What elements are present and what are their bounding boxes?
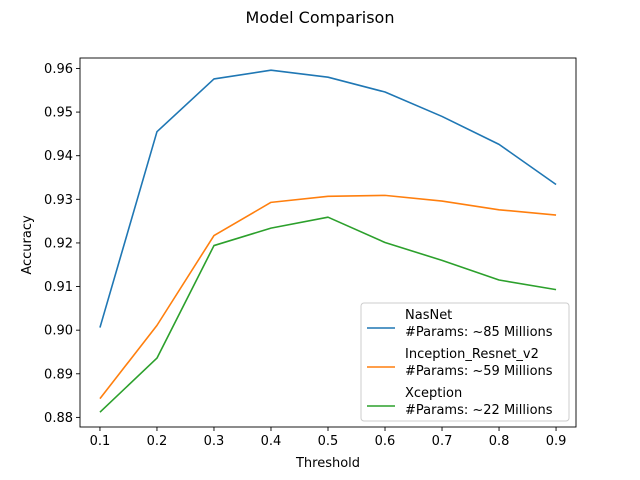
legend-sublabel-0: #Params: ~85 Millions bbox=[405, 325, 553, 340]
legend-label-0: NasNet bbox=[405, 308, 452, 323]
y-tick-label: 0.93 bbox=[44, 193, 73, 208]
x-tick-label: 0.7 bbox=[432, 434, 453, 449]
y-tick-label: 0.94 bbox=[44, 149, 73, 164]
x-tick-label: 0.8 bbox=[489, 434, 510, 449]
series-line-1 bbox=[99, 194, 557, 400]
legend-label-1: Inception_Resnet_v2 bbox=[405, 347, 539, 362]
legend-sublabel-1: #Params: ~59 Millions bbox=[405, 364, 553, 379]
y-tick-label: 0.89 bbox=[44, 367, 73, 382]
x-axis-label: Threshold bbox=[295, 456, 360, 471]
y-tick-label: 0.91 bbox=[44, 280, 73, 295]
y-tick-label: 0.95 bbox=[44, 106, 73, 121]
chart-title: Model Comparison bbox=[246, 8, 395, 27]
plot-area: 0.1 0.2 0.3 0.4 0.5 0.6 0.7 0.8 0.9 0.88 0.89 0.90 0… bbox=[44, 57, 577, 449]
x-tick-label: 0.2 bbox=[147, 434, 168, 449]
x-tick-label: 0.4 bbox=[261, 434, 282, 449]
series-line-0 bbox=[99, 69, 557, 328]
legend-box bbox=[360, 302, 570, 422]
x-tick-label: 0.1 bbox=[90, 434, 111, 449]
y-axis-label: Accuracy bbox=[20, 215, 35, 275]
y-tick-label: 0.92 bbox=[44, 236, 73, 251]
x-tick-label: 0.5 bbox=[318, 434, 339, 449]
legend: NasNet #Params: ~85 Millions Inception_Res… bbox=[360, 302, 570, 422]
y-tick-label: 0.96 bbox=[44, 62, 73, 77]
y-tick-label: 0.88 bbox=[44, 411, 73, 426]
x-tick-label: 0.9 bbox=[546, 434, 567, 449]
series-line-2 bbox=[99, 216, 557, 413]
legend-label-2: Xception bbox=[405, 386, 462, 401]
x-tick-label: 0.6 bbox=[375, 434, 396, 449]
y-tick-label: 0.90 bbox=[44, 324, 73, 339]
x-tick-label: 0.3 bbox=[204, 434, 225, 449]
legend-sublabel-2: #Params: ~22 Millions bbox=[405, 403, 553, 418]
